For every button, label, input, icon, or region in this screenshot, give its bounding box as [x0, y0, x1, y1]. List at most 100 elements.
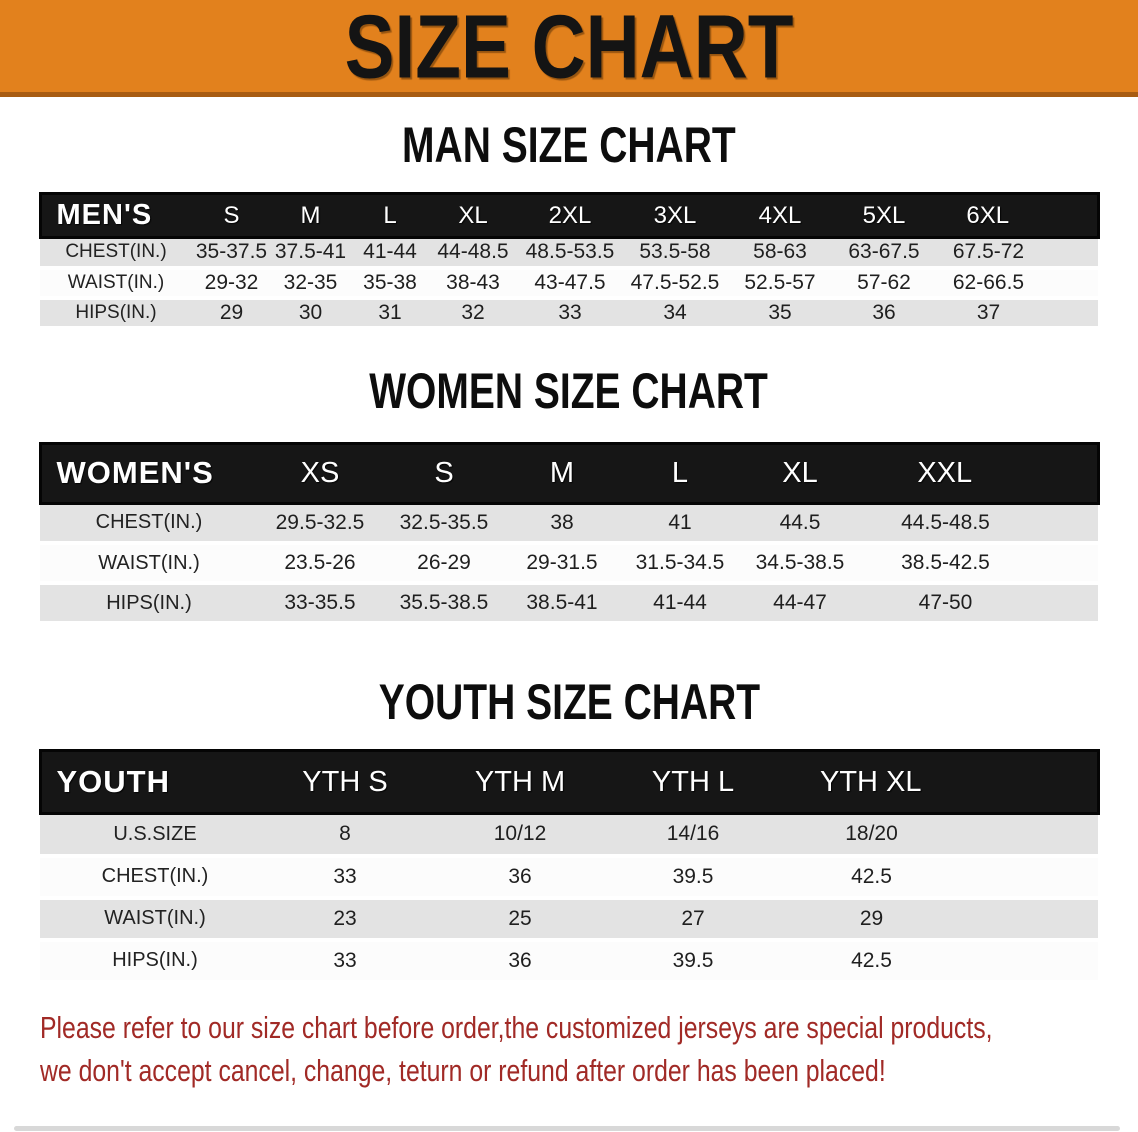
size-cell: 63-67.5 [834, 237, 934, 268]
size-cell: 27 [620, 897, 766, 940]
size-cell: 29 [192, 297, 271, 328]
size-cell: 33 [516, 297, 624, 328]
youth-hips-row: HIPS(IN.) 33 36 39.5 42.5 [40, 939, 1098, 982]
size-cell: 29-31.5 [506, 543, 618, 583]
size-column-header: L [618, 443, 742, 503]
size-cell: 67.5-72 [934, 237, 1098, 268]
size-cell: 37 [934, 297, 1098, 328]
size-cell: 25 [420, 897, 620, 940]
size-cell: 34 [624, 297, 726, 328]
size-column-header: L [350, 193, 430, 238]
size-column-header: S [382, 443, 506, 503]
size-cell: 36 [420, 939, 620, 982]
size-cell: 39.5 [620, 855, 766, 898]
size-cell: 41-44 [350, 237, 430, 268]
men-size-table: MEN'S S M L XL 2XL 3XL 4XL 5XL 6XL CHEST… [39, 192, 1100, 330]
size-column-header: 4XL [726, 193, 834, 238]
size-cell: 37.5-41 [271, 237, 350, 268]
men-hips-row: HIPS(IN.) 29 30 31 32 33 34 35 36 37 [40, 297, 1098, 328]
youth-header-row: YOUTH YTH S YTH M YTH L YTH XL [40, 750, 1098, 814]
women-chest-row: CHEST(IN.) 29.5-32.5 32.5-35.5 38 41 44.… [40, 503, 1098, 543]
row-label: HIPS(IN.) [40, 583, 258, 623]
size-cell: 36 [420, 855, 620, 898]
row-label: CHEST(IN.) [40, 855, 270, 898]
size-cell: 10/12 [420, 813, 620, 856]
men-chest-row: CHEST(IN.) 35-37.5 37.5-41 41-44 44-48.5… [40, 237, 1098, 268]
size-cell: 58-63 [726, 237, 834, 268]
disclaimer-line-1: Please refer to our size chart before or… [40, 1009, 993, 1045]
size-column-header: YTH S [270, 750, 420, 814]
size-cell: 34.5-38.5 [742, 543, 858, 583]
women-table-label: WOMEN'S [40, 443, 258, 503]
size-cell: 32-35 [271, 267, 350, 298]
size-column-header: M [271, 193, 350, 238]
row-label: CHEST(IN.) [40, 503, 258, 543]
size-cell: 33-35.5 [258, 583, 382, 623]
size-cell: 30 [271, 297, 350, 328]
size-cell: 53.5-58 [624, 237, 726, 268]
men-waist-row: WAIST(IN.) 29-32 32-35 35-38 38-43 43-47… [40, 267, 1098, 298]
size-cell: 44-47 [742, 583, 858, 623]
youth-waist-row: WAIST(IN.) 23 25 27 29 [40, 897, 1098, 940]
size-cell: 42.5 [766, 939, 1098, 982]
size-cell: 43-47.5 [516, 267, 624, 298]
size-cell: 35-37.5 [192, 237, 271, 268]
size-column-header: 2XL [516, 193, 624, 238]
size-cell: 31 [350, 297, 430, 328]
size-cell: 44.5-48.5 [858, 503, 1098, 543]
size-cell: 14/16 [620, 813, 766, 856]
size-column-header: M [506, 443, 618, 503]
disclaimer: Please refer to our size chart before or… [40, 1006, 1138, 1092]
bottom-edge-line [14, 1126, 1120, 1131]
size-cell: 38.5-41 [506, 583, 618, 623]
size-cell: 35 [726, 297, 834, 328]
size-cell: 8 [270, 813, 420, 856]
row-label: HIPS(IN.) [40, 297, 192, 328]
women-hips-row: HIPS(IN.) 33-35.5 35.5-38.5 38.5-41 41-4… [40, 583, 1098, 623]
row-label: CHEST(IN.) [40, 237, 192, 268]
size-cell: 44-48.5 [430, 237, 516, 268]
size-column-header: XL [742, 443, 858, 503]
youth-table-label: YOUTH [40, 750, 270, 814]
size-column-header: YTH M [420, 750, 620, 814]
size-cell: 35.5-38.5 [382, 583, 506, 623]
size-column-header: YTH XL [766, 750, 1098, 814]
size-column-header: 3XL [624, 193, 726, 238]
size-cell: 35-38 [350, 267, 430, 298]
men-table-label: MEN'S [40, 193, 192, 238]
size-cell: 41 [618, 503, 742, 543]
size-cell: 44.5 [742, 503, 858, 543]
page-title: SIZE CHART [344, 0, 794, 97]
size-cell: 38 [506, 503, 618, 543]
size-column-header: 6XL [934, 193, 1098, 238]
size-cell: 32 [430, 297, 516, 328]
size-cell: 36 [834, 297, 934, 328]
section-heading-youth: YOUTH SIZE CHART [378, 674, 760, 730]
size-cell: 47-50 [858, 583, 1098, 623]
size-cell: 47.5-52.5 [624, 267, 726, 298]
size-cell: 38.5-42.5 [858, 543, 1098, 583]
size-column-header: XXL [858, 443, 1098, 503]
size-cell: 31.5-34.5 [618, 543, 742, 583]
women-size-table: WOMEN'S XS S M L XL XXL CHEST(IN.) 29.5-… [39, 442, 1100, 626]
women-waist-row: WAIST(IN.) 23.5-26 26-29 29-31.5 31.5-34… [40, 543, 1098, 583]
size-cell: 23 [270, 897, 420, 940]
size-cell: 57-62 [834, 267, 934, 298]
size-column-header: YTH L [620, 750, 766, 814]
youth-size-table: YOUTH YTH S YTH M YTH L YTH XL U.S.SIZE … [39, 749, 1100, 984]
size-cell: 42.5 [766, 855, 1098, 898]
section-heading-women: WOMEN SIZE CHART [369, 362, 769, 419]
row-label: WAIST(IN.) [40, 267, 192, 298]
banner: SIZE CHART [0, 0, 1138, 97]
size-cell: 33 [270, 855, 420, 898]
size-cell: 29-32 [192, 267, 271, 298]
youth-chest-row: CHEST(IN.) 33 36 39.5 42.5 [40, 855, 1098, 898]
size-cell: 48.5-53.5 [516, 237, 624, 268]
row-label: WAIST(IN.) [40, 897, 270, 940]
disclaimer-line-2: we don't accept cancel, change, teturn o… [40, 1052, 886, 1088]
youth-ussize-row: U.S.SIZE 8 10/12 14/16 18/20 [40, 813, 1098, 856]
size-column-header: XL [430, 193, 516, 238]
size-cell: 32.5-35.5 [382, 503, 506, 543]
row-label: WAIST(IN.) [40, 543, 258, 583]
